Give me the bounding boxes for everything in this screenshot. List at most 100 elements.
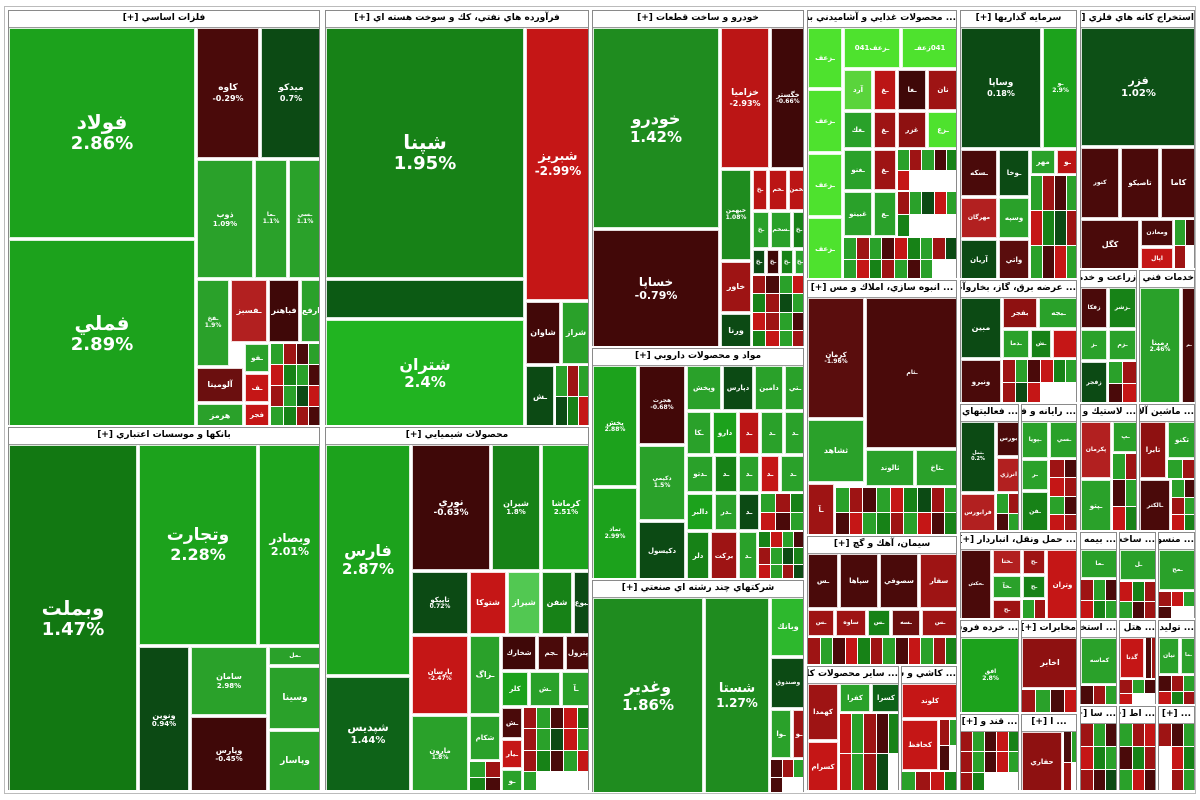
tile-small[interactable] — [922, 192, 934, 214]
sector-header-ceramics[interactable]: ... كاشي و سرا [+] — [902, 667, 956, 684]
tile-ـتي[interactable]: ـتي — [785, 366, 803, 410]
tile-تاصيكو[interactable]: تاصيكو — [1121, 148, 1159, 218]
tile-اپال[interactable]: اپال — [1141, 248, 1173, 268]
tile-شاوان[interactable]: شاوان — [526, 302, 560, 364]
tile-ـد[interactable]: ـد — [739, 456, 759, 492]
tile-ـد[interactable]: ـد — [761, 456, 779, 492]
tile-مارون[interactable]: مارون 1.8% — [412, 716, 468, 790]
tile-ـثام[interactable]: ـثام — [866, 298, 956, 448]
tile-small[interactable] — [844, 259, 856, 278]
tile-ـكا[interactable]: ـكا — [687, 412, 711, 454]
tile-ـحكش[interactable]: ـحكش — [961, 550, 991, 618]
tile-ـيار[interactable]: ـيار — [502, 740, 522, 768]
tile-small[interactable] — [1126, 454, 1136, 480]
tile-small[interactable] — [895, 259, 907, 278]
sector-header-food[interactable]: ... محصولات غذايي و آشاميدني به جز — [808, 11, 956, 28]
sector-header-other-products[interactable]: ... ساير محصولات كا [+] — [808, 667, 898, 684]
tile-ـش[interactable]: ـش — [502, 708, 522, 738]
tile-small[interactable] — [779, 276, 792, 294]
tile-small[interactable] — [771, 760, 782, 777]
tile-small[interactable] — [271, 407, 283, 425]
tile-small[interactable] — [524, 750, 537, 771]
tile-small[interactable] — [1055, 246, 1066, 278]
tile-small[interactable] — [1093, 747, 1106, 769]
tile-small[interactable] — [1015, 382, 1028, 402]
tile-small[interactable] — [836, 488, 849, 512]
tile-small[interactable] — [1109, 362, 1122, 383]
tile-041زعفـ[interactable]: 041زعفـ — [902, 28, 956, 68]
sector-header-multi[interactable]: شركتهاي چند رشته اي صنعتي [+] — [593, 581, 803, 598]
tile-small[interactable] — [907, 238, 920, 259]
tile-small[interactable] — [782, 760, 794, 777]
tile-small[interactable] — [895, 238, 907, 259]
tile-small[interactable] — [271, 386, 283, 406]
tile-small[interactable] — [1003, 360, 1015, 382]
tile-ونيرو[interactable]: ونيرو — [961, 360, 1001, 402]
tile-كرمان[interactable]: كرمان -1.96% — [808, 298, 864, 418]
tile-small[interactable] — [908, 638, 921, 664]
tile-وپارس[interactable]: وپارس -0.45% — [191, 717, 267, 790]
tile-رمپنا[interactable]: رمپنا 2.46% — [1140, 288, 1180, 402]
tile-small[interactable] — [1031, 246, 1042, 278]
tile-ـزشر[interactable]: ـزشر — [1109, 288, 1136, 328]
tile-small[interactable] — [1126, 506, 1136, 530]
tile-ـحآ[interactable]: ـحآ — [993, 576, 1021, 598]
tile-ـد[interactable]: ـد — [781, 456, 803, 492]
tile-ـخمن[interactable]: ـخمن — [789, 170, 803, 210]
tile-small[interactable] — [794, 564, 803, 578]
tile-small[interactable] — [759, 532, 770, 548]
tile-small[interactable] — [1109, 383, 1122, 402]
tile-زفجر[interactable]: زفجر — [1081, 362, 1107, 402]
tile-small[interactable] — [794, 532, 803, 548]
tile-ـزم[interactable]: ـزم — [1109, 330, 1136, 360]
tile-small[interactable] — [946, 638, 956, 664]
tile-دلر[interactable]: دلر — [687, 532, 709, 578]
tile-small[interactable] — [296, 386, 309, 406]
tile-ـم[interactable]: ـم — [1182, 288, 1194, 402]
tile-small[interactable] — [1184, 592, 1194, 606]
tile-small[interactable] — [890, 488, 904, 512]
tile-small[interactable] — [550, 729, 564, 750]
tile-small[interactable] — [524, 771, 537, 790]
tile-small[interactable] — [945, 488, 956, 512]
tile-كلوند[interactable]: كلوند — [902, 684, 956, 718]
tile-وتجارت[interactable]: وتجارت 2.28% — [139, 445, 257, 645]
tile-ـر[interactable]: ـر — [1022, 460, 1048, 490]
tile-پخش[interactable]: پخش 2.88% — [593, 366, 637, 486]
tile-ـو[interactable]: ـو — [502, 770, 522, 790]
tile-ـخ[interactable]: ـخ — [753, 212, 769, 248]
tile-ـفو[interactable]: ـفو — [245, 344, 269, 372]
tile-small[interactable] — [792, 276, 803, 294]
tile-دكيسول[interactable]: دكيسول — [639, 522, 685, 578]
tile-سامان[interactable]: سامان 2.98% — [191, 647, 267, 715]
tile-small[interactable] — [916, 772, 930, 790]
tile-خزاميا[interactable]: خزاميا -2.93% — [721, 28, 769, 168]
tile-small[interactable] — [1145, 770, 1155, 790]
sector-header-extraction[interactable]: ... استخراج [+] — [1081, 621, 1116, 638]
tile-small[interactable] — [930, 772, 944, 790]
tile-ساوه[interactable]: ساوه — [836, 610, 866, 636]
tile-ـز[interactable]: ـز — [1081, 330, 1107, 360]
sector-header-banks[interactable]: بانكها و موسسات اعتباري [+] — [9, 428, 319, 445]
tile-small[interactable] — [1123, 383, 1136, 402]
tile-small[interactable] — [779, 294, 792, 312]
tile-small[interactable] — [1145, 601, 1155, 618]
tile-ـسكه[interactable]: ـسكه — [961, 150, 997, 196]
tile-small[interactable] — [1071, 732, 1076, 762]
tile-كنور[interactable]: كنور — [1081, 148, 1119, 218]
tile-small[interactable] — [770, 548, 782, 564]
tile-small[interactable] — [985, 732, 996, 752]
tile-small[interactable] — [997, 732, 1008, 752]
tile-تكنو[interactable]: تكنو — [1168, 422, 1194, 458]
tile-مبين[interactable]: مبين — [961, 298, 1001, 358]
tile-small[interactable] — [858, 638, 870, 664]
tile-small[interactable] — [820, 638, 833, 664]
tile-small[interactable] — [1009, 752, 1018, 772]
tile-small[interactable] — [1132, 747, 1145, 769]
tile-وتران[interactable]: وتران — [1047, 550, 1076, 618]
tile-small[interactable] — [309, 344, 319, 364]
tile-small[interactable] — [761, 512, 775, 530]
tile-small[interactable] — [766, 312, 779, 330]
tile-small[interactable] — [876, 714, 888, 753]
tile-ـش[interactable]: ـش — [526, 366, 554, 425]
